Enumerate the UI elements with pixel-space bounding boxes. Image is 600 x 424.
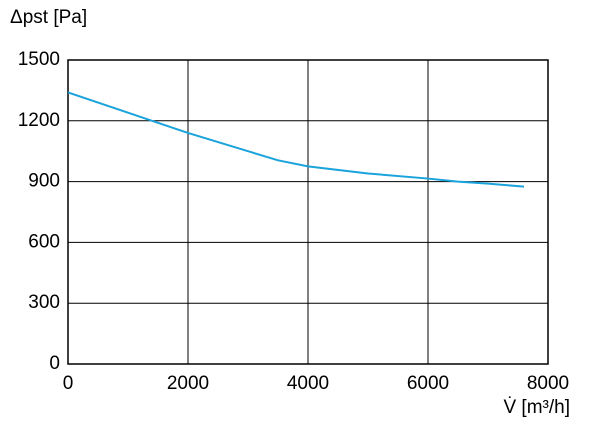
y-tick-label: 900: [28, 171, 60, 192]
y-tick-label: 300: [28, 292, 60, 313]
x-tick-label: 4000: [287, 373, 329, 394]
y-tick-label: 0: [49, 353, 60, 374]
data-line: [67, 91, 525, 188]
y-axis-label: Δpst [Pa]: [10, 7, 87, 28]
x-tick-label: 0: [63, 373, 74, 394]
plot-frame: [67, 59, 549, 365]
x-tick-label: 8000: [527, 373, 569, 394]
x-tick-label: 6000: [407, 373, 449, 394]
y-tick-label: 600: [28, 231, 60, 252]
y-tick-label: 1200: [18, 110, 60, 131]
x-tick-label: 2000: [167, 373, 209, 394]
y-tick-label: 1500: [18, 49, 60, 70]
x-axis-label: V̇ [m³/h]: [503, 397, 570, 418]
